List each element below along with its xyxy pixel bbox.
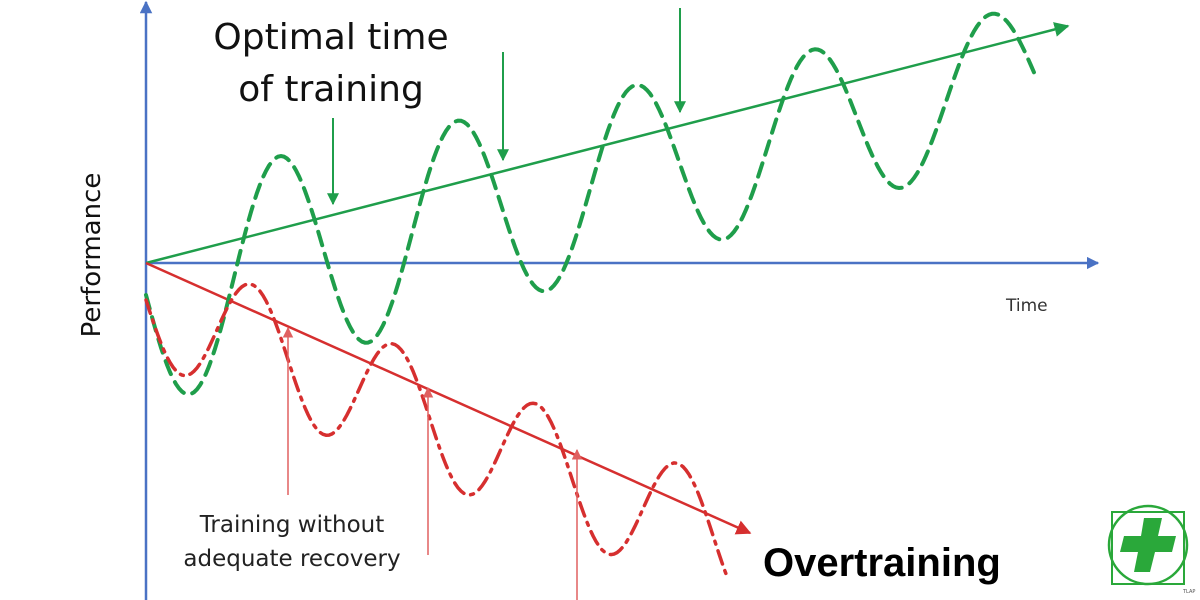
green-cross-icon <box>1107 504 1189 586</box>
no-recovery-line-1: Training without <box>199 512 385 538</box>
overtraining-trend-line <box>145 261 752 535</box>
time-axis-label: Time <box>1006 296 1048 316</box>
optimal-time-label: Optimal time of training <box>200 12 462 116</box>
no-recovery-label: Training without adequate recovery <box>168 508 416 576</box>
improvement-trend-line <box>145 22 1070 265</box>
optimal-label-line-1: Optimal time <box>213 17 449 58</box>
performance-axis-label: Performance <box>77 172 107 338</box>
logo-text: TLAP <box>1183 589 1196 595</box>
supercompensation-wave <box>144 11 1036 397</box>
no-recovery-line-2: adequate recovery <box>183 546 401 572</box>
optimal-label-line-2: of training <box>238 69 424 110</box>
overtraining-label: Overtraining <box>763 541 1001 585</box>
overtraining-wave <box>144 282 730 582</box>
